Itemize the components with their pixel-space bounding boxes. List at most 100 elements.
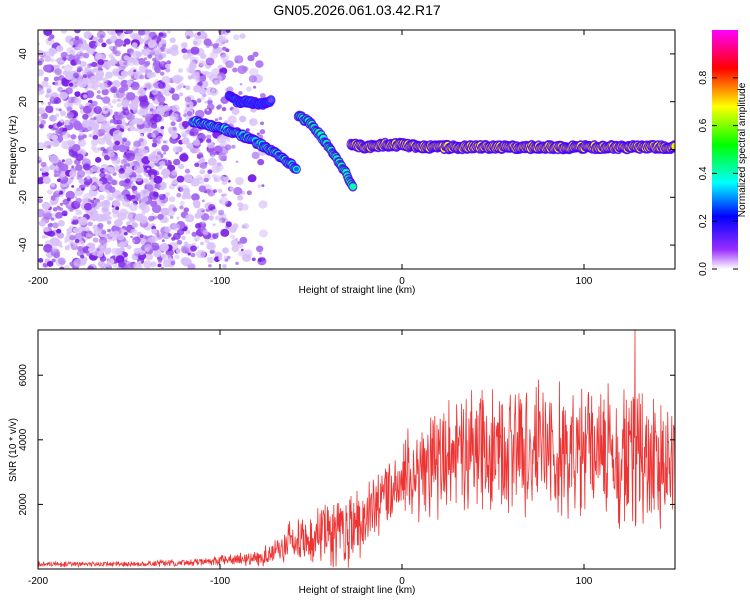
noise-speck <box>192 37 202 47</box>
noise-speck <box>168 257 173 262</box>
noise-speck <box>38 87 44 96</box>
noise-speck <box>192 139 201 146</box>
x-tick-label: -200 <box>28 276 48 287</box>
noise-speck <box>162 216 170 223</box>
y-tick-label: 20 <box>18 96 29 108</box>
noise-speck <box>159 243 169 252</box>
noise-speck <box>51 139 60 147</box>
noise-speck <box>38 220 46 227</box>
noise-speck <box>45 94 50 98</box>
colorbar-label: Normalized spectral amplitude <box>737 82 748 217</box>
noise-speck <box>107 102 112 106</box>
noise-speck <box>75 153 84 161</box>
noise-speck <box>108 45 113 50</box>
noise-speck <box>93 116 97 120</box>
noise-speck <box>159 61 167 68</box>
noise-speck <box>57 257 66 265</box>
noise-speck <box>82 246 91 254</box>
noise-speck <box>136 118 144 125</box>
noise-speck <box>156 104 166 114</box>
noise-speck <box>135 50 138 54</box>
noise-speck <box>107 81 113 86</box>
noise-speck <box>81 198 85 202</box>
noise-speck <box>43 76 49 82</box>
noise-speck <box>204 100 208 104</box>
noise-speck <box>73 72 80 79</box>
noise-speck <box>72 44 76 48</box>
noise-speck <box>249 68 259 77</box>
noise-speck <box>123 231 128 236</box>
noise-speck <box>54 200 58 204</box>
noise-speck <box>67 112 74 119</box>
noise-speck <box>258 252 262 255</box>
noise-speck <box>130 235 134 239</box>
noise-speck <box>122 137 128 142</box>
noise-speck <box>220 54 229 62</box>
noise-speck <box>218 153 228 162</box>
noise-speck <box>118 97 124 103</box>
noise-speck <box>251 151 260 160</box>
noise-speck <box>163 211 167 215</box>
noise-speck <box>112 212 119 218</box>
noise-speck <box>115 90 125 99</box>
noise-speck <box>99 82 108 90</box>
x-tick-label: 100 <box>576 276 593 287</box>
noise-speck <box>93 46 97 49</box>
chart-title: GN05.2026.061.03.42.R17 <box>273 2 441 18</box>
noise-speck <box>98 129 106 136</box>
noise-speck <box>176 239 183 245</box>
noise-speck <box>253 85 257 89</box>
noise-speck <box>118 260 126 268</box>
noise-speck <box>43 30 53 36</box>
noise-speck <box>107 150 115 158</box>
noise-speck <box>158 81 166 89</box>
x-tick-label: 0 <box>399 276 405 287</box>
noise-speck <box>180 257 190 266</box>
noise-speck <box>158 193 166 201</box>
noise-speck <box>134 152 143 161</box>
noise-speck <box>79 52 83 57</box>
noise-speck <box>50 201 55 206</box>
noise-speck <box>217 104 223 109</box>
noise-speck <box>246 86 252 92</box>
noise-speck <box>46 132 54 139</box>
noise-speck <box>112 133 120 141</box>
noise-speck <box>81 187 85 191</box>
noise-speck <box>81 120 90 128</box>
noise-speck <box>68 41 75 46</box>
noise-speck <box>39 124 44 129</box>
noise-speck <box>106 258 115 266</box>
noise-speck <box>67 96 75 104</box>
noise-speck <box>252 51 259 57</box>
noise-speck <box>223 255 228 259</box>
noise-speck <box>218 209 225 216</box>
noise-speck <box>93 181 97 185</box>
noise-speck <box>221 193 225 197</box>
noise-speck <box>110 170 115 174</box>
noise-speck <box>48 154 51 158</box>
noise-speck <box>44 212 52 220</box>
noise-speck <box>238 250 245 257</box>
noise-speck <box>60 119 64 123</box>
noise-speck <box>114 81 118 85</box>
snr-plot-area <box>38 330 675 569</box>
noise-speck <box>139 234 144 239</box>
noise-speck <box>153 170 160 176</box>
noise-speck <box>133 69 137 73</box>
noise-speck <box>181 120 190 128</box>
noise-speck <box>171 223 181 231</box>
noise-speck <box>209 51 218 59</box>
noise-speck <box>57 178 61 182</box>
noise-speck <box>74 35 79 40</box>
noise-speck <box>160 126 165 130</box>
noise-speck <box>178 68 183 73</box>
noise-speck <box>207 142 215 149</box>
noise-speck <box>138 174 142 178</box>
noise-speck <box>261 184 265 188</box>
noise-speck <box>222 264 227 269</box>
noise-speck <box>146 132 153 138</box>
noise-speck <box>126 163 131 167</box>
noise-speck <box>91 208 97 214</box>
noise-speck <box>110 105 114 109</box>
